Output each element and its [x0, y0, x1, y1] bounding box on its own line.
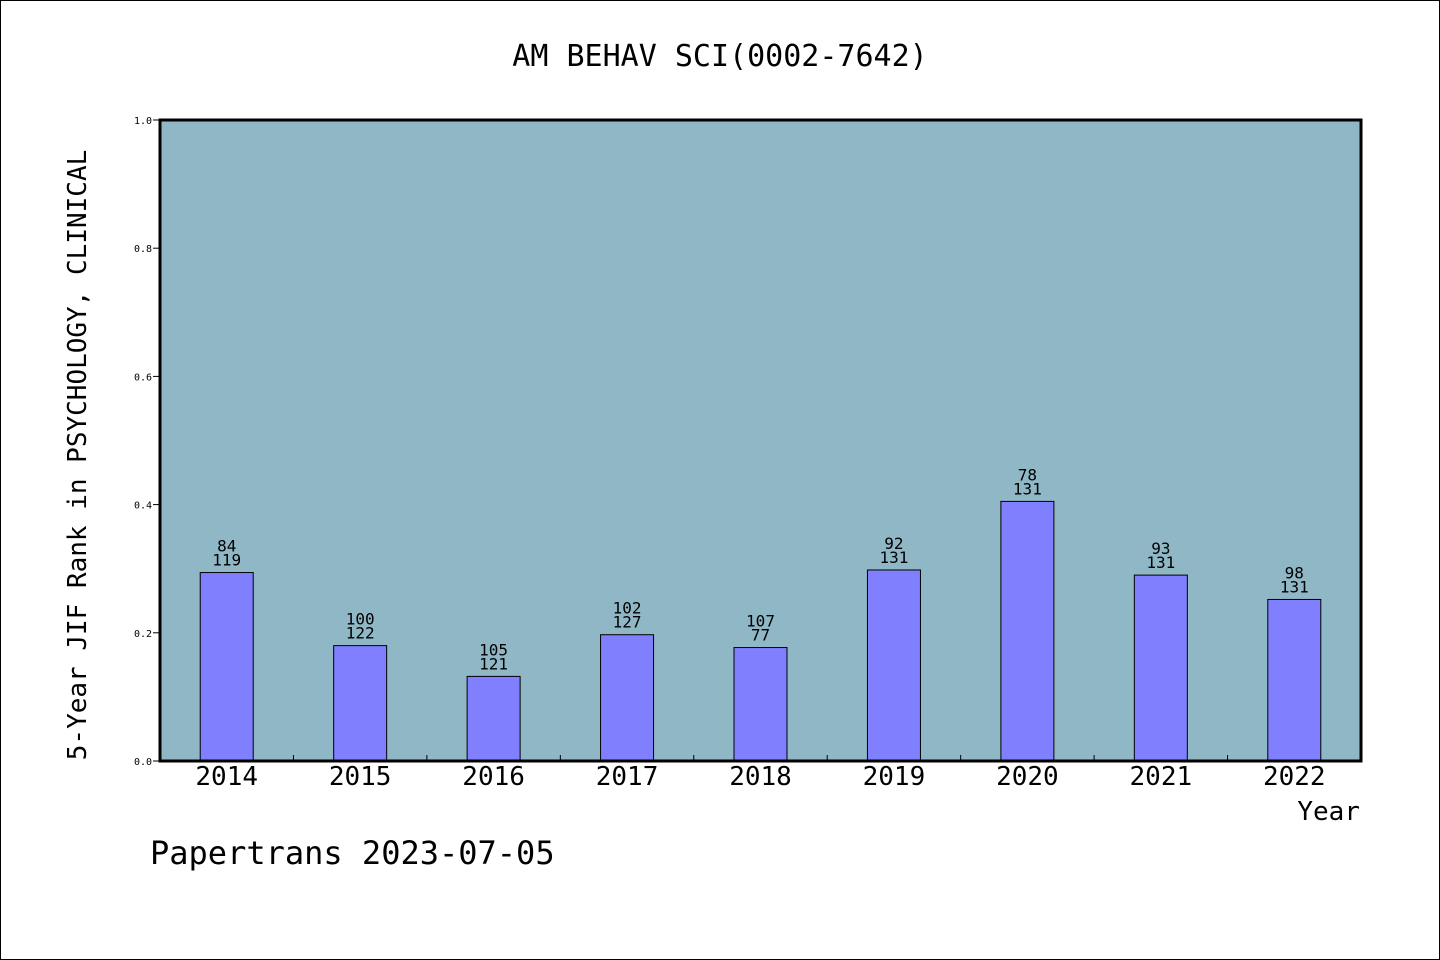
- x-tick-label: 2022: [1263, 762, 1326, 792]
- bar-2016: [466, 675, 521, 762]
- bar-total-label: 131: [1146, 553, 1175, 572]
- bar-rank-label: 84: [217, 537, 236, 556]
- bar-rank-label: 100: [346, 610, 375, 629]
- x-tick-label: 2019: [863, 762, 926, 792]
- bar-rank-label: 92: [884, 534, 903, 553]
- bar-2015: [333, 645, 388, 762]
- bar-rank-label: 107: [746, 612, 775, 631]
- bar-rank-label: 78: [1018, 465, 1037, 484]
- bar-total-label: 77: [751, 626, 770, 645]
- bar-total-label: 131: [879, 548, 908, 567]
- bar-total-label: 121: [479, 654, 508, 673]
- footer-text: Papertrans 2023-07-05: [150, 834, 555, 872]
- chart-title: AM BEHAV SCI(0002-7642): [512, 39, 927, 74]
- bar-rank-label: 105: [479, 640, 508, 659]
- bar-rank-label: 102: [613, 599, 642, 618]
- bar-total-label: 119: [212, 551, 241, 570]
- bars: [199, 500, 1322, 762]
- bar-total-label: 127: [613, 613, 642, 632]
- bar-2014: [199, 572, 254, 762]
- x-tick-label: 2018: [729, 762, 792, 792]
- x-tick-label: 2014: [195, 762, 258, 792]
- bar-rank-label: 93: [1151, 539, 1170, 558]
- y-tick-label: 0.6: [134, 372, 152, 383]
- bar-2017: [600, 634, 655, 762]
- y-tick-label: 0.8: [134, 244, 152, 255]
- bar-2018: [733, 647, 788, 762]
- y-axis-label: 5-Year JIF Rank in PSYCHOLOGY, CLINICAL: [63, 150, 93, 760]
- plot-border: [158, 118, 1363, 763]
- y-tick-label: 0.0: [134, 757, 152, 768]
- y-tick-label: 0.4: [134, 501, 152, 512]
- x-tick-label: 2020: [996, 762, 1059, 792]
- bar-total-label: 122: [346, 624, 375, 643]
- y-tick-label: 1.0: [134, 116, 152, 127]
- x-tick-labels: 2014 2015 2016 2017 2018 2019 2020 2021 2022: [195, 762, 1325, 792]
- bar-total-label: 131: [1013, 479, 1042, 498]
- bar-rank-label: 98: [1285, 563, 1304, 582]
- x-tick-label: 2015: [329, 762, 392, 792]
- bar-2019: [866, 569, 921, 762]
- bar-total-label: 131: [1280, 577, 1309, 596]
- bar-2020: [1000, 500, 1055, 762]
- x-tick-label: 2016: [462, 762, 525, 792]
- x-tick-label: 2021: [1130, 762, 1193, 792]
- bar-2022: [1267, 598, 1322, 762]
- y-axis-ticks: 0.0 0.2 0.4 0.6 0.8 1.0: [134, 116, 160, 768]
- y-tick-label: 0.2: [134, 629, 152, 640]
- bar-2021: [1133, 574, 1188, 762]
- x-axis-label: Year: [1297, 797, 1360, 827]
- x-tick-label: 2017: [596, 762, 659, 792]
